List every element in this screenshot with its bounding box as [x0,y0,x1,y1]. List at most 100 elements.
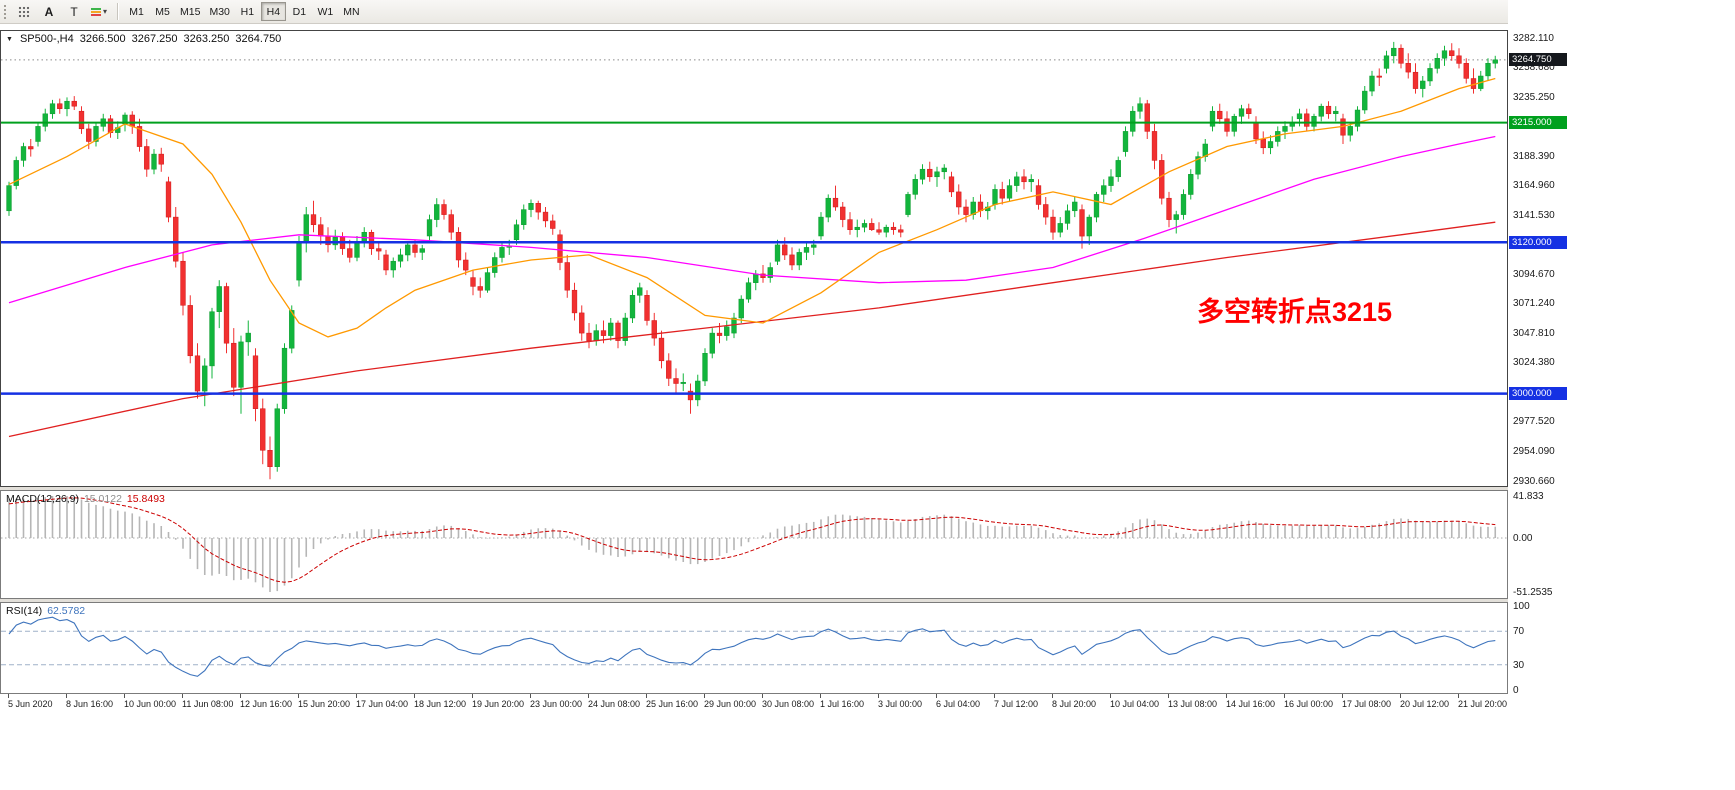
time-axis-label: 15 Jun 20:00 [298,699,351,709]
font-a-button[interactable]: A [37,2,61,22]
time-axis-tick [1110,694,1111,698]
macd-signal-value: 15.8493 [126,493,165,505]
rsi-canvas[interactable] [1,603,1507,693]
rsi-value: 62.5782 [47,605,86,617]
timeframe-button-h1[interactable]: H1 [235,2,260,21]
price-axis-label: 3282.110 [1513,32,1554,44]
time-axis-tick [1458,694,1459,698]
dropdown-caret-icon: ▾ [103,6,108,16]
main-chart-panel[interactable]: ▼ SP500-,H4 3266.500 3267.250 3263.250 3… [0,30,1508,487]
layers-icon [91,7,101,16]
macd-header: MACD(12,26,9) 15.0122 15.8493 [6,493,165,505]
price-marker: 3000.000 [1509,387,1567,401]
time-axis-label: 17 Jun 04:00 [356,699,409,709]
text-t-button[interactable]: T [62,2,86,22]
time-axis-label: 8 Jul 20:00 [1052,699,1097,709]
time-axis-tick [530,694,531,698]
macd-axis-label: -51.2535 [1513,587,1553,598]
time-axis-tick [878,694,879,698]
panel-splitter[interactable] [0,599,1508,602]
time-axis-tick [240,694,241,698]
timeframe-button-h4[interactable]: H4 [260,2,286,21]
time-axis-label: 5 Jun 2020 [8,699,53,709]
price-axis-label: 3258.680 [1513,62,1555,73]
chart-symbol-period: SP500-,H4 [19,33,74,45]
dots-grid-button[interactable] [12,2,36,22]
layers-button[interactable]: ▾ [87,2,111,22]
main-toolbar: A T ▾ M1 M5 M15 M30 H1 H4 D1 W1 MN [0,0,1735,24]
timeframe-group: M1 M5 M15 M30 H1 H4 D1 W1 MN [124,2,364,21]
ohlc-close: 3264.750 [235,33,282,45]
time-axis-tick [1342,694,1343,698]
timeframe-button-m1[interactable]: M1 [124,2,149,21]
time-axis-label: 12 Jun 16:00 [240,699,293,709]
time-axis-label: 18 Jun 12:00 [414,699,467,709]
rsi-axis-label: 70 [1513,626,1525,638]
price-axis-label: 3024.380 [1513,357,1555,369]
timeframe-button-m5[interactable]: M5 [150,2,175,21]
time-axis-label: 13 Jul 08:00 [1168,699,1218,709]
main-chart-canvas[interactable] [1,31,1507,486]
price-axis-label: 3071.240 [1513,298,1555,310]
time-axis-tick [762,694,763,698]
toolbar-separator [117,3,119,20]
time-axis-label: 8 Jun 16:00 [66,699,114,709]
time-axis-tick [356,694,357,698]
rsi-axis-label: 0 [1513,685,1519,696]
time-axis-label: 21 Jul 20:00 [1458,699,1508,709]
macd-axis-label: 0.00 [1513,533,1533,544]
price-marker: 3120.000 [1509,235,1567,249]
price-axis-label: 3047.810 [1513,327,1555,339]
time-axis[interactable]: 5 Jun 2020 8 Jun 16:00 10 Jun 00:00 11 Jun … [0,694,1508,712]
macd-panel[interactable]: MACD(12,26,9) 15.0122 15.8493 [0,490,1508,599]
time-axis-tick [820,694,821,698]
price-axis-label: 3141.530 [1513,209,1555,221]
time-axis-tick [1400,694,1401,698]
timeframe-button-m15[interactable]: M15 [176,2,204,21]
macd-label: MACD(12,26,9) [6,493,79,505]
price-marker: 3264.750 [1509,53,1567,67]
price-axis-label: 3235.250 [1513,91,1555,103]
macd-canvas[interactable] [1,491,1507,598]
timeframe-button-m30[interactable]: M30 [205,2,233,21]
chart-header: ▼ SP500-,H4 3266.500 3267.250 3263.250 3… [6,33,281,45]
time-axis-label: 6 Jul 04:00 [936,699,981,709]
time-axis-label: 10 Jun 00:00 [124,699,177,709]
time-axis-tick [994,694,995,698]
chart-annotation-text: 多空转折点3215 [1197,297,1393,327]
rsi-header: RSI(14) 62.5782 [6,605,85,617]
time-axis-tick [298,694,299,698]
time-axis-tick [704,694,705,698]
macd-main-value: 15.0122 [83,493,122,505]
dots-grid-icon [18,5,30,18]
time-axis-tick [124,694,125,698]
time-axis-tick [1052,694,1053,698]
ohlc-open: 3266.500 [79,33,126,45]
time-axis-tick [1168,694,1169,698]
chart-menu-arrow-icon[interactable]: ▼ [6,35,13,43]
rsi-panel[interactable]: RSI(14) 62.5782 [0,602,1508,694]
macd-axis-label: 41.833 [1513,491,1544,502]
time-axis-tick [182,694,183,698]
rsi-axis-label: 30 [1513,659,1525,671]
price-axis-label: 2977.520 [1513,416,1555,428]
time-axis-label: 24 Jun 08:00 [588,699,641,709]
time-axis-label: 29 Jun 00:00 [704,699,757,709]
time-axis-tick [414,694,415,698]
price-axis[interactable]: 3282.1103258.6803235.2503211.8203188.390… [1508,0,1735,712]
toolbar-grip-handle[interactable] [3,3,8,20]
price-axis-label: 3164.960 [1513,180,1555,192]
time-axis-label: 7 Jul 12:00 [994,699,1039,709]
time-axis-tick [8,694,9,698]
rsi-axis-label: 100 [1513,601,1530,612]
time-axis-tick [472,694,473,698]
timeframe-button-d1[interactable]: D1 [287,2,312,21]
timeframe-button-w1[interactable]: W1 [313,2,338,21]
price-axis-label: 3094.670 [1513,268,1555,280]
panel-splitter[interactable] [0,487,1508,490]
time-axis-label: 1 Jul 16:00 [820,699,865,709]
timeframe-button-mn[interactable]: MN [339,2,364,21]
time-axis-tick [1284,694,1285,698]
ohlc-high: 3267.250 [131,33,178,45]
time-axis-label: 3 Jul 00:00 [878,699,923,709]
